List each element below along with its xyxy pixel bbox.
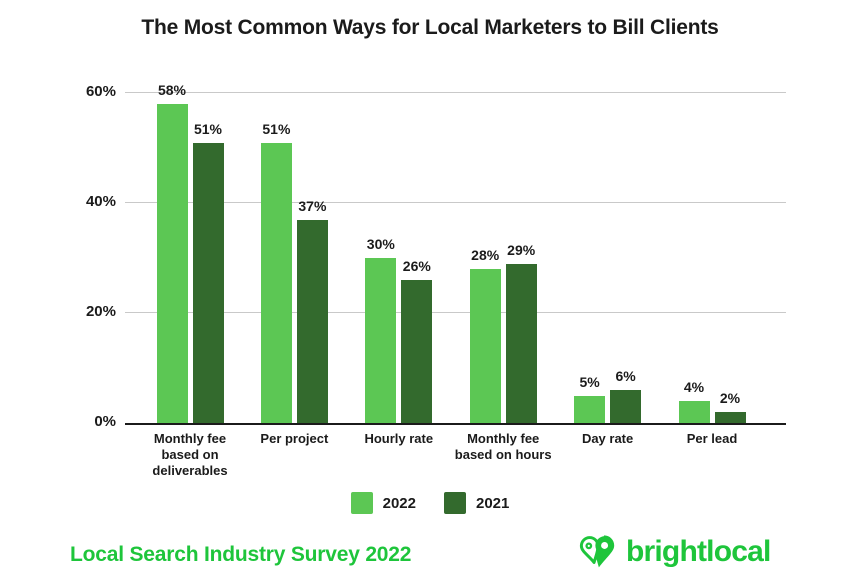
legend-item-2021: 2021 (444, 492, 509, 514)
x-axis-label-category-5: Day rate (581, 431, 634, 446)
x-axis-label-category-1: Monthly fee based on deliverables (152, 431, 228, 478)
legend-label-2022: 2022 (382, 494, 416, 512)
gridline-20 (125, 312, 786, 313)
bar-2022-category-2 (260, 142, 292, 423)
survey-note: Local Search Industry Survey 2022 (70, 543, 412, 566)
plot-area: 58% 51% 30% 28% 5% 4% 51% 37% 26% 29% 6% 2% (125, 70, 786, 425)
x-axis-label-category-6: Per lead (686, 431, 738, 446)
chart-title: The Most Common Ways for Local Marketers… (141, 16, 719, 39)
legend-swatch-2022 (350, 492, 373, 514)
bar-value-2022-category-3: 30% (366, 236, 395, 252)
bar-2021-category-1 (192, 142, 224, 423)
bar-value-2021-category-6: 2% (719, 390, 741, 406)
bar-value-2021-category-2: 37% (298, 197, 327, 214)
y-tick-label-40: 40% (85, 193, 116, 210)
bar-2022-category-5 (574, 395, 606, 423)
gridline-60 (125, 92, 786, 93)
bar-2022-category-1 (156, 104, 188, 423)
bar-value-2021-category-1: 51% (193, 120, 223, 137)
legend: 2022 2021 (0, 491, 860, 515)
bar-2021-category-6 (714, 412, 746, 423)
brightlocal-pin-heart-icon (577, 531, 619, 573)
legend-label-2021: 2021 (476, 494, 510, 512)
legend-swatch-2021 (444, 492, 466, 514)
bar-value-2021-category-5: 6% (615, 368, 636, 384)
x-axis-label-category-3: Hourly rate (364, 431, 434, 446)
bar-2021-category-5 (610, 390, 642, 423)
bar-2022-category-3 (365, 258, 397, 423)
gridline-40 (125, 202, 786, 203)
bar-value-2022-category-4: 28% (471, 247, 500, 263)
y-tick-label-0: 0% (94, 413, 116, 430)
bar-value-2022-category-6: 4% (683, 379, 705, 395)
brand-wordmark: brightlocal (626, 535, 771, 568)
x-axis-label-category-2: Per project (260, 431, 329, 446)
bar-2022-category-6 (678, 401, 710, 423)
bar-2021-category-2 (296, 219, 328, 423)
bar-value-2022-category-1: 58% (157, 82, 187, 98)
bar-value-2021-category-4: 29% (507, 241, 536, 258)
bar-2021-category-3 (401, 280, 433, 423)
y-axis: 0% 20% 40% 60% (58, 70, 116, 430)
bar-value-2022-category-5: 5% (579, 373, 600, 390)
bar-value-2022-category-2: 51% (262, 120, 291, 137)
bar-2021-category-4 (505, 263, 537, 423)
bar-2022-category-4 (469, 269, 501, 423)
legend-item-2022: 2022 (350, 492, 416, 514)
y-tick-label-60: 60% (85, 83, 116, 100)
y-tick-label-20: 20% (85, 303, 116, 320)
bar-value-2021-category-3: 26% (402, 258, 431, 274)
brand-logo: brightlocal (577, 531, 771, 573)
x-axis-label-category-4: Monthly fee based on hours (454, 431, 552, 462)
